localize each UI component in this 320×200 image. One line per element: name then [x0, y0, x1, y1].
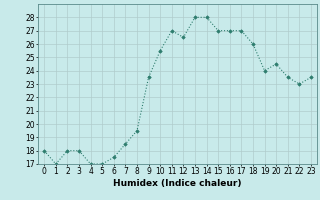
X-axis label: Humidex (Indice chaleur): Humidex (Indice chaleur)	[113, 179, 242, 188]
